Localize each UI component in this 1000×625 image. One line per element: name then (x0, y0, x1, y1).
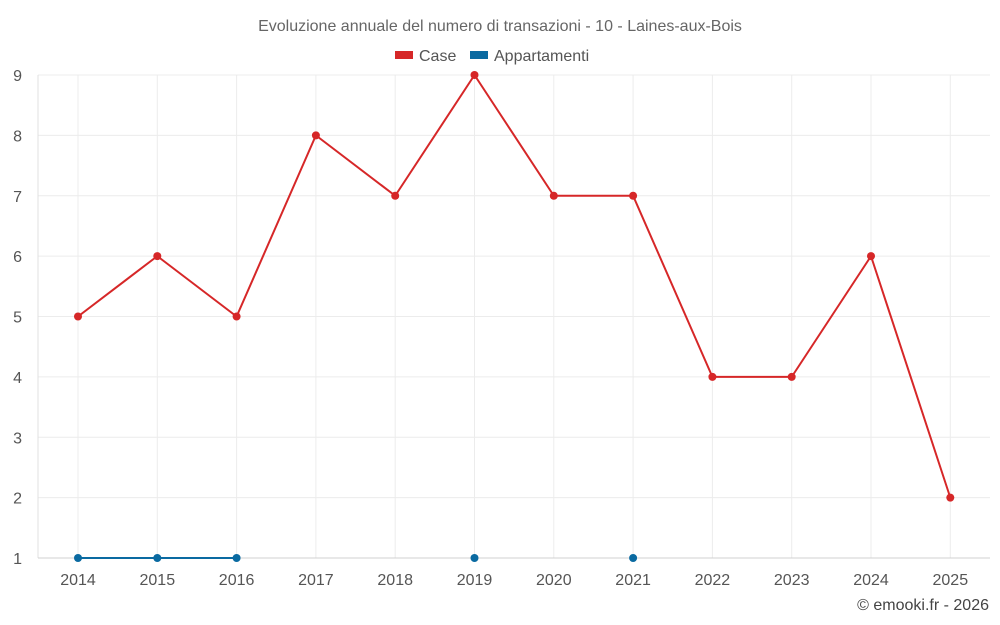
credit-text: © emooki.fr - 2026 (857, 597, 989, 614)
x-tick-label: 2025 (933, 572, 969, 589)
legend-swatch-appartamenti (470, 51, 488, 59)
y-tick-label: 9 (13, 68, 22, 85)
data-point-case[interactable] (708, 372, 717, 381)
legend-label-case: Case (419, 48, 456, 65)
data-point-case[interactable] (232, 312, 241, 321)
legend-swatch-case (395, 51, 413, 59)
data-point-case[interactable] (867, 252, 875, 261)
chart-title: Evoluzione annuale del numero di transaz… (258, 18, 742, 35)
data-point-case[interactable] (946, 493, 955, 502)
data-point-case[interactable] (391, 191, 400, 200)
y-axis-ticks: 1 2 3 4 5 6 7 8 9 (13, 68, 22, 568)
y-tick-label: 6 (13, 249, 22, 266)
data-point-case[interactable] (629, 191, 638, 200)
legend: Case Appartamenti (395, 48, 589, 65)
data-point-case[interactable] (787, 372, 796, 381)
data-point-case[interactable] (311, 131, 320, 140)
grid (37, 74, 990, 559)
data-point-appartamenti[interactable] (629, 554, 638, 562)
x-tick-label: 2017 (298, 572, 334, 589)
x-tick-label: 2021 (615, 572, 651, 589)
data-point-appartamenti[interactable] (153, 554, 162, 562)
data-point-case[interactable] (153, 252, 162, 261)
series-line-case (77, 74, 952, 498)
x-tick-label: 2022 (695, 572, 731, 589)
y-tick-label: 8 (13, 128, 22, 145)
x-tick-label: 2023 (774, 572, 810, 589)
y-tick-label: 7 (13, 189, 22, 206)
x-tick-label: 2020 (536, 572, 572, 589)
y-tick-label: 3 (13, 430, 22, 447)
data-point-case[interactable] (549, 191, 558, 200)
data-point-case[interactable] (74, 312, 82, 321)
y-tick-label: 4 (13, 370, 22, 387)
data-point-appartamenti[interactable] (470, 554, 479, 562)
y-tick-label: 5 (13, 310, 22, 327)
x-tick-label: 2019 (457, 572, 493, 589)
legend-label-appartamenti: Appartamenti (494, 48, 589, 65)
series-layer (74, 71, 955, 562)
data-point-case[interactable] (470, 71, 479, 79)
x-tick-label: 2015 (140, 572, 176, 589)
x-tick-label: 2018 (377, 572, 413, 589)
y-tick-label: 1 (13, 551, 22, 568)
series-appartamenti (74, 554, 638, 562)
legend-item-case[interactable]: Case (395, 48, 456, 65)
data-point-appartamenti[interactable] (232, 554, 241, 562)
data-point-appartamenti[interactable] (74, 554, 82, 562)
x-axis-ticks: 2014 2015 2016 2017 2018 2019 2020 2021 2022 2023… (60, 572, 968, 589)
legend-item-appartamenti[interactable]: Appartamenti (470, 48, 589, 65)
x-tick-label: 2016 (219, 572, 255, 589)
series-case (74, 71, 955, 502)
x-tick-label: 2024 (853, 572, 889, 589)
y-tick-label: 2 (13, 491, 22, 508)
x-tick-label: 2014 (60, 572, 96, 589)
